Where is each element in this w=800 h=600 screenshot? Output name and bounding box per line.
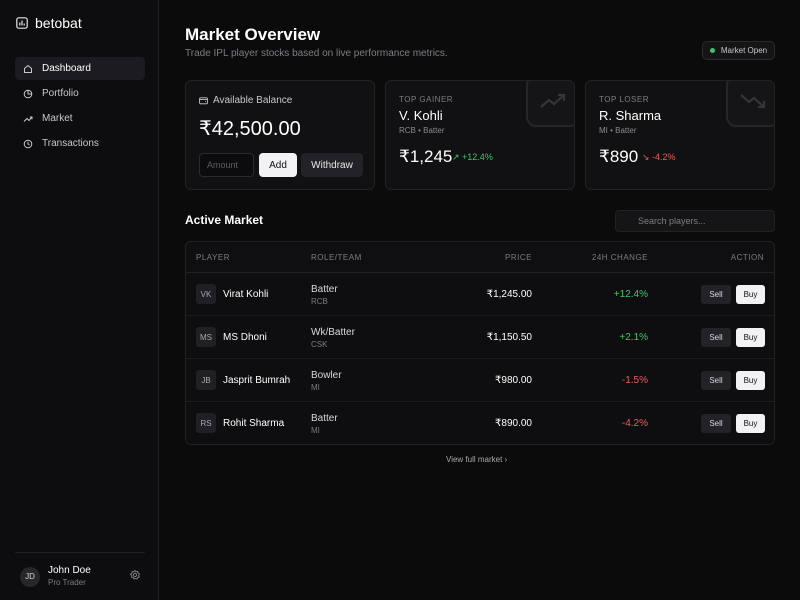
player-initials-avatar: JB xyxy=(196,370,216,390)
app-logo[interactable]: betobat xyxy=(16,15,82,31)
player-change: -4.2% xyxy=(621,418,648,429)
player-change: +2.1% xyxy=(619,332,648,343)
history-icon xyxy=(23,139,33,148)
sell-button[interactable]: Sell xyxy=(701,371,731,390)
withdraw-button[interactable]: Withdraw xyxy=(301,153,363,177)
trend-up-icon xyxy=(23,116,33,122)
table-row[interactable]: RS Rohit Sharma Batter MI ₹890.00 -4.2% … xyxy=(186,402,774,444)
top-loser-name: R. Sharma xyxy=(599,108,662,123)
sidebar-item-label: Transactions xyxy=(42,138,99,149)
top-gainer-team: RCB • Batter xyxy=(399,126,445,135)
player-price: ₹890.00 xyxy=(495,418,532,429)
top-gainer-card[interactable]: TOP GAINER V. Kohli RCB • Batter ₹1,245 … xyxy=(385,80,575,190)
top-loser-card[interactable]: TOP LOSER R. Sharma MI • Batter ₹890 ↘ -… xyxy=(585,80,775,190)
column-header-action: ACTION xyxy=(730,253,764,262)
user-role: Pro Trader xyxy=(48,577,86,587)
market-table: PLAYER ROLE/TEAM PRICE 24H CHANGE ACTION… xyxy=(185,241,775,445)
top-gainer-name: V. Kohli xyxy=(399,108,443,123)
gear-icon[interactable] xyxy=(129,569,141,581)
buy-button[interactable]: Buy xyxy=(736,371,765,390)
player-team: MI xyxy=(311,426,320,435)
balance-label-row: Available Balance xyxy=(199,95,292,106)
pie-chart-icon xyxy=(23,89,33,98)
top-loser-label: TOP LOSER xyxy=(599,95,649,104)
app-name: betobat xyxy=(35,15,82,31)
page-title: Market Overview xyxy=(185,25,321,44)
player-team: MI xyxy=(311,383,320,392)
player-change: -1.5% xyxy=(621,375,648,386)
balance-label: Available Balance xyxy=(213,95,293,106)
sidebar-item-label: Dashboard xyxy=(42,63,91,74)
active-market-title: Active Market xyxy=(185,213,264,227)
sidebar-nav: Dashboard Portfolio Market Transactions xyxy=(15,57,145,157)
table-row[interactable]: MS MS Dhoni Wk/Batter CSK ₹1,150.50 +2.1… xyxy=(186,316,774,359)
search-players-input[interactable] xyxy=(615,210,775,232)
home-icon xyxy=(24,64,32,73)
top-gainer-label: TOP GAINER xyxy=(399,95,454,104)
table-row[interactable]: VK Virat Kohli Batter RCB ₹1,245.00 +12.… xyxy=(186,273,774,316)
user-name: John Doe xyxy=(48,564,91,576)
sidebar-item-market[interactable]: Market xyxy=(15,107,145,130)
sell-button[interactable]: Sell xyxy=(701,328,731,347)
status-dot-icon xyxy=(709,48,715,53)
player-role: Batter xyxy=(311,413,338,424)
top-loser-change: ↘ -4.2% xyxy=(642,152,676,162)
buy-button[interactable]: Buy xyxy=(736,285,765,304)
top-gainer-price: ₹1,245 xyxy=(399,147,453,166)
add-funds-button[interactable]: Add xyxy=(259,153,297,177)
sidebar-item-transactions[interactable]: Transactions xyxy=(15,132,145,155)
balance-value: ₹42,500.00 xyxy=(199,118,301,140)
market-status-badge: Market Open xyxy=(702,41,775,60)
player-name: Rohit Sharma xyxy=(223,418,285,429)
buy-button[interactable]: Buy xyxy=(736,328,765,347)
table-header: PLAYER ROLE/TEAM PRICE 24H CHANGE ACTION xyxy=(186,242,774,273)
trend-down-icon xyxy=(726,81,774,127)
market-status-label: Market Open xyxy=(720,46,768,55)
top-loser-price: ₹890 xyxy=(599,147,639,166)
player-initials-avatar: RS xyxy=(196,413,216,433)
sidebar-item-dashboard[interactable]: Dashboard xyxy=(15,57,145,80)
trend-up-icon xyxy=(526,81,574,127)
player-name: MS Dhoni xyxy=(223,332,267,343)
top-gainer-change: ↗ +12.4% xyxy=(452,152,493,162)
player-role: Batter xyxy=(311,284,338,295)
player-initials-avatar: MS xyxy=(196,327,216,347)
wallet-icon xyxy=(199,97,208,105)
sell-button[interactable]: Sell xyxy=(701,414,731,433)
sell-button[interactable]: Sell xyxy=(701,285,731,304)
sidebar-item-portfolio[interactable]: Portfolio xyxy=(15,82,145,105)
column-header-role-team: ROLE/TEAM xyxy=(311,253,362,262)
main-content: Market Overview Trade IPL player stocks … xyxy=(160,0,800,600)
buy-button[interactable]: Buy xyxy=(736,414,765,433)
player-price: ₹1,150.50 xyxy=(486,332,532,343)
sidebar: betobat Dashboard Portfolio Market xyxy=(0,0,159,600)
player-change: +12.4% xyxy=(613,289,648,300)
column-header-price: PRICE xyxy=(505,253,532,262)
user-profile[interactable]: JD John Doe Pro Trader xyxy=(15,552,145,600)
player-role: Bowler xyxy=(311,370,342,381)
view-full-market-link[interactable]: View full market › xyxy=(446,455,508,464)
amount-input[interactable] xyxy=(199,153,254,177)
column-header-player: PLAYER xyxy=(196,253,230,262)
table-row[interactable]: JB Jasprit Bumrah Bowler MI ₹980.00 -1.5… xyxy=(186,359,774,402)
player-team: RCB xyxy=(311,297,328,306)
balance-card: Available Balance ₹42,500.00 Add Withdra… xyxy=(185,80,375,190)
bar-chart-icon xyxy=(16,17,28,29)
sidebar-item-label: Portfolio xyxy=(42,88,79,99)
player-team: CSK xyxy=(311,340,328,349)
column-header-24h-change: 24H CHANGE xyxy=(591,253,648,262)
page-subtitle: Trade IPL player stocks based on live pe… xyxy=(185,48,448,59)
player-price: ₹1,245.00 xyxy=(486,289,532,300)
player-initials-avatar: VK xyxy=(196,284,216,304)
player-name: Virat Kohli xyxy=(223,289,269,300)
top-loser-team: MI • Batter xyxy=(599,126,637,135)
player-price: ₹980.00 xyxy=(495,375,532,386)
player-role: Wk/Batter xyxy=(311,327,355,338)
player-name: Jasprit Bumrah xyxy=(223,375,291,386)
sidebar-item-label: Market xyxy=(42,113,73,124)
avatar: JD xyxy=(20,566,40,587)
